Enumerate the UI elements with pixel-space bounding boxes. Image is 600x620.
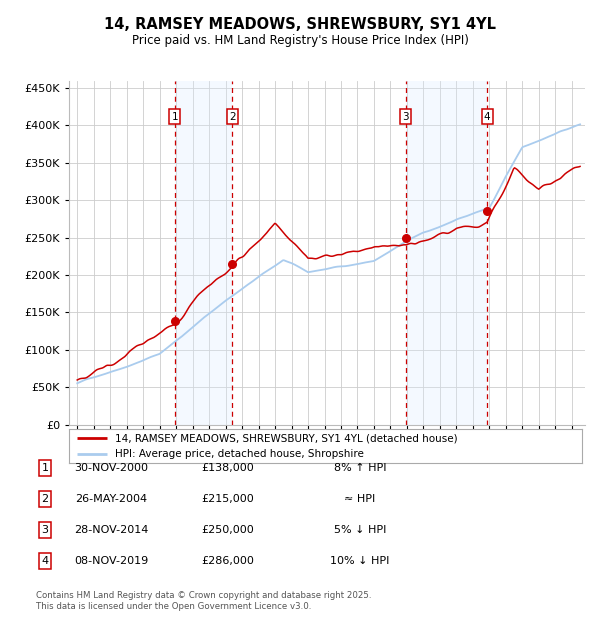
Text: 14, RAMSEY MEADOWS, SHREWSBURY, SY1 4YL (detached house): 14, RAMSEY MEADOWS, SHREWSBURY, SY1 4YL … xyxy=(115,433,458,443)
Text: 2: 2 xyxy=(229,112,236,122)
Text: 08-NOV-2019: 08-NOV-2019 xyxy=(74,556,148,566)
Text: 3: 3 xyxy=(403,112,409,122)
Text: This data is licensed under the Open Government Licence v3.0.: This data is licensed under the Open Gov… xyxy=(36,602,311,611)
Text: Contains HM Land Registry data © Crown copyright and database right 2025.: Contains HM Land Registry data © Crown c… xyxy=(36,591,371,600)
Text: £250,000: £250,000 xyxy=(202,525,254,535)
Text: Price paid vs. HM Land Registry's House Price Index (HPI): Price paid vs. HM Land Registry's House … xyxy=(131,34,469,46)
Text: 4: 4 xyxy=(484,112,491,122)
Text: 10% ↓ HPI: 10% ↓ HPI xyxy=(331,556,389,566)
Text: 8% ↑ HPI: 8% ↑ HPI xyxy=(334,463,386,473)
Text: £215,000: £215,000 xyxy=(202,494,254,504)
Text: 1: 1 xyxy=(41,463,49,473)
Bar xyxy=(175,81,232,425)
Text: HPI: Average price, detached house, Shropshire: HPI: Average price, detached house, Shro… xyxy=(115,449,364,459)
Text: 14, RAMSEY MEADOWS, SHREWSBURY, SY1 4YL: 14, RAMSEY MEADOWS, SHREWSBURY, SY1 4YL xyxy=(104,17,496,32)
Text: £286,000: £286,000 xyxy=(202,556,254,566)
Text: 5% ↓ HPI: 5% ↓ HPI xyxy=(334,525,386,535)
Text: 26-MAY-2004: 26-MAY-2004 xyxy=(75,494,147,504)
Text: £138,000: £138,000 xyxy=(202,463,254,473)
Text: 30-NOV-2000: 30-NOV-2000 xyxy=(74,463,148,473)
Bar xyxy=(406,81,487,425)
Text: 4: 4 xyxy=(41,556,49,566)
Text: 28-NOV-2014: 28-NOV-2014 xyxy=(74,525,148,535)
Text: 2: 2 xyxy=(41,494,49,504)
Text: 3: 3 xyxy=(41,525,49,535)
Text: ≈ HPI: ≈ HPI xyxy=(344,494,376,504)
Text: 1: 1 xyxy=(172,112,178,122)
